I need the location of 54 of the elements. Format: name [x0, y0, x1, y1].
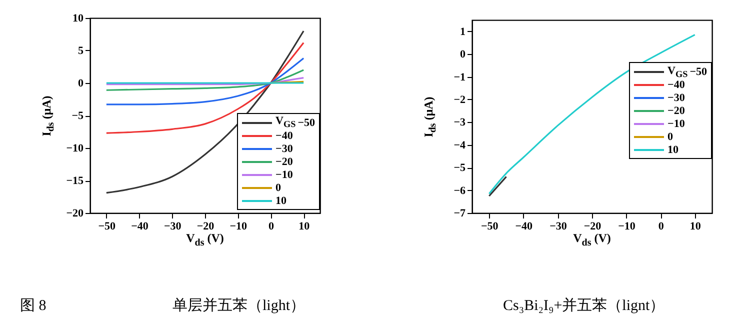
line-series	[106, 77, 304, 86]
text: Cs₃Bi₂I₉+并五苯（lignt）	[503, 296, 665, 315]
x-tick-label: −30	[164, 220, 182, 232]
y-tick-label: 1	[460, 26, 466, 38]
caption: 图 8	[20, 297, 46, 315]
legend-label: −50	[690, 66, 707, 78]
x-tick-label: −10	[618, 220, 636, 232]
x-tick-label: −10	[230, 220, 248, 232]
legend-label: −30	[668, 92, 685, 104]
y-tick-label: −5	[454, 162, 466, 174]
legend-title: V$_{GS}$	[668, 64, 688, 80]
legend-label: −30	[276, 142, 293, 154]
legend-label: 0	[668, 130, 674, 143]
legend-label: 0	[276, 182, 282, 194]
text: 单层并五苯（light）	[172, 296, 305, 315]
x-tick-label: −20	[584, 220, 602, 232]
y-tick-label: 0	[78, 78, 84, 90]
y-tick-label: −7	[454, 208, 466, 220]
x-tick-label: −30	[550, 220, 568, 232]
y-tick-label: −10	[66, 142, 84, 154]
y-tick-label: −6	[454, 184, 466, 197]
legend-label: 10	[276, 194, 287, 206]
y-tick-label: −1	[454, 71, 466, 84]
y-tick-label: −20	[66, 208, 84, 220]
legend-label: −20	[276, 156, 293, 168]
x-tick-label: −50	[481, 220, 499, 232]
x-tick-label: 10	[690, 220, 702, 232]
y-tick-label: −3	[454, 116, 466, 129]
x-tick-label: 0	[658, 220, 664, 232]
legend-label: −50	[298, 116, 315, 128]
legend-label: −10	[276, 168, 293, 180]
y-tick-label: 0	[460, 48, 466, 61]
y-tick-label: 10	[72, 12, 84, 24]
legend-label: −40	[276, 130, 293, 142]
legend-label: 10	[668, 144, 679, 156]
legend-label: −40	[668, 78, 685, 91]
x-tick-label: 0	[268, 220, 274, 232]
legend-label: −10	[668, 118, 685, 130]
y-tick-label: −2	[454, 94, 466, 106]
y-tick-label: −5	[72, 110, 84, 122]
line-series	[106, 58, 304, 106]
x-tick-label: −40	[131, 220, 149, 232]
x-tick-label: −40	[515, 220, 534, 232]
x-axis-title: V$_{ds}$ (V)	[573, 231, 611, 248]
legend-label: −20	[668, 104, 685, 117]
x-axis-title: V$_{ds}$ (V)	[186, 231, 224, 248]
legend-title: V$_{GS}$	[276, 115, 296, 130]
line-series	[106, 69, 304, 91]
x-tick-label: −50	[98, 220, 116, 232]
x-tick-label: 10	[298, 220, 310, 232]
y-tick-label: −15	[66, 175, 84, 187]
y-tick-label: −4	[454, 139, 466, 152]
y-tick-label: 5	[78, 45, 84, 57]
x-tick-label: −20	[196, 220, 215, 232]
